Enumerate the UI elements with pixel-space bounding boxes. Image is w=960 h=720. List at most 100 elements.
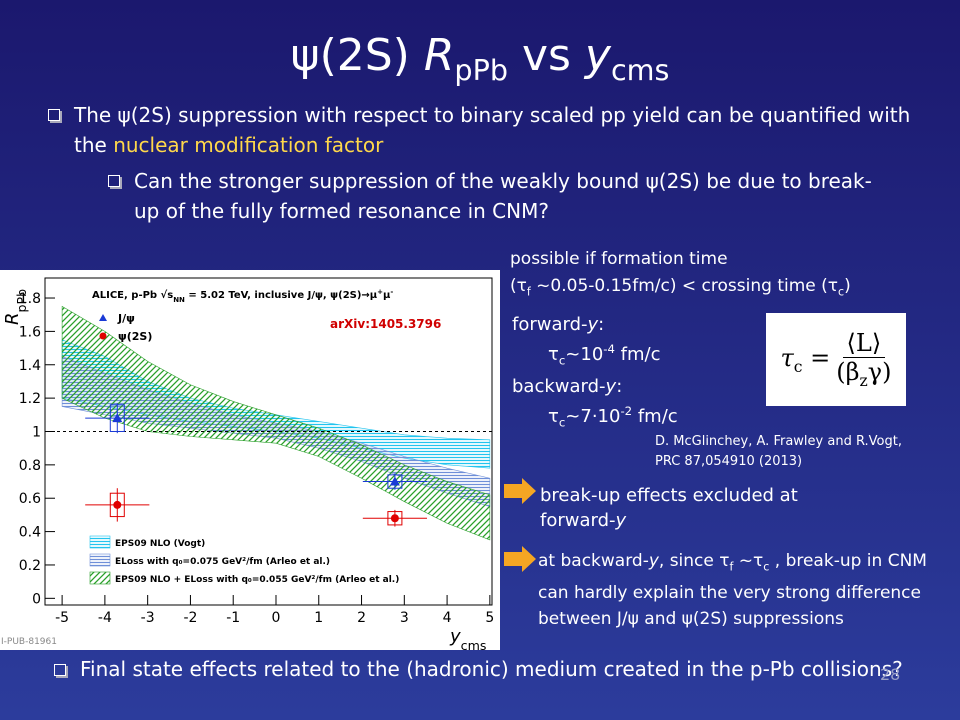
formula-lhs: τc =	[781, 344, 831, 376]
y-tick-label: 1	[32, 424, 41, 440]
page-number: 28	[880, 665, 901, 684]
time-label: backward-y:	[512, 374, 678, 399]
y-axis-label: RpPb	[2, 289, 29, 325]
legend-label: ψ(2S)	[118, 330, 152, 343]
text-run: cms	[610, 52, 670, 87]
x-tick-label: -5	[55, 610, 69, 626]
text-run: -	[390, 288, 393, 296]
marker	[390, 514, 399, 523]
text-run: The ψ(2S) suppression with respect to bi…	[74, 103, 911, 157]
text-run: ALICE, p-Pb √s	[92, 289, 173, 301]
text-run: at backward-	[538, 551, 649, 571]
text-run: NN	[173, 296, 185, 304]
text-run: y	[587, 314, 599, 335]
plot-frame	[44, 277, 493, 606]
x-axis-label: ycms	[449, 626, 486, 650]
x-tick-label: 5	[485, 610, 494, 626]
watermark: I-PUB-81961	[1, 637, 57, 647]
plot: 00.20.40.60.811.21.41.61.8-5 -4 -3 -2 -1 0 1 2 3…	[0, 270, 500, 650]
text-run: -4	[603, 342, 615, 356]
legend-marker	[99, 314, 107, 321]
text-run: c	[838, 285, 845, 299]
text-run: forward-	[512, 314, 588, 335]
legend-marker	[99, 332, 107, 340]
text-run: +	[377, 288, 383, 296]
text-run: ~τ	[733, 551, 764, 571]
marker	[113, 500, 122, 509]
text-run: pPb	[14, 289, 29, 313]
text-run: -2	[620, 403, 633, 418]
note-line: possible if formation time	[510, 246, 851, 273]
text-run: ~7·10	[565, 405, 621, 427]
text-run: break-up effects excluded at forward-	[540, 485, 798, 531]
text-run: τ	[548, 405, 559, 427]
reference: D. McGlinchey, A. Frawley and R.Vogt, PR…	[655, 432, 902, 472]
legend-label: EPS09 NLO (Vogt)	[115, 539, 205, 549]
x-tick-label: -4	[98, 610, 112, 626]
text-run: c	[763, 560, 770, 574]
text-run: fm/c	[614, 344, 661, 365]
text-run: ~10	[565, 344, 604, 365]
crossing-times: forward-y: τc~10-4 fm/c backward-y: τc~7…	[512, 312, 678, 435]
text-run: )	[844, 276, 851, 296]
text-run: vs	[507, 30, 585, 81]
text-run: fm/c	[632, 405, 678, 427]
time-value: τc~10-4 fm/c	[512, 337, 678, 374]
text-run: y	[615, 510, 627, 531]
text-run: μ	[383, 290, 391, 301]
syst-box	[387, 474, 403, 489]
legend-swatch	[89, 553, 111, 567]
text-run: ⟨L⟩	[846, 329, 882, 358]
time-value: τc~7·10-2 fm/c	[512, 399, 678, 436]
text-run: , since τ	[658, 551, 730, 571]
text-run: (τ	[510, 276, 527, 296]
text-run: c	[558, 415, 566, 430]
text-run: c	[558, 353, 566, 368]
x-tick-label: -2	[183, 610, 197, 626]
intro-bullet: The ψ(2S) suppression with respect to bi…	[46, 100, 934, 160]
numerator: ⟨L⟩	[842, 329, 886, 359]
text-run: f	[526, 285, 531, 299]
note-line: (τf ~0.05-0.15fm/c) < crossing time (τc)	[510, 273, 851, 305]
syst-box	[387, 511, 403, 526]
text-run: Can the stronger suppression of the weak…	[134, 169, 872, 223]
legend-label: J/ψ	[117, 312, 135, 325]
formula: τc = ⟨L⟩ (βzγ)	[766, 313, 906, 406]
arrows	[504, 478, 536, 572]
text-run: Final state effects related to the (hadr…	[80, 657, 903, 681]
legend-label: EPS09 NLO + ELoss with q₀=0.055 GeV²/fm …	[115, 575, 399, 585]
y-tick-label: 1.8	[19, 291, 41, 307]
fraction: ⟨L⟩ (βzγ)	[836, 329, 891, 390]
question-bullet: Can the stronger suppression of the weak…	[106, 166, 894, 226]
denominator: (βzγ)	[836, 358, 891, 390]
text-run: (β	[836, 358, 860, 387]
conclusion: at backward-y, since τf ~τc , break-up i…	[538, 548, 938, 632]
x-tick-label: -1	[226, 610, 240, 626]
arrow	[504, 546, 536, 572]
y-tick-label: 1.2	[19, 391, 41, 407]
text-run: y	[648, 551, 659, 571]
legend-swatch	[89, 571, 111, 585]
text-run: τ	[780, 343, 794, 372]
text-run: :	[598, 314, 605, 335]
text-run: z	[859, 371, 868, 390]
text-run: γ)	[867, 358, 892, 387]
time-label: forward-y:	[512, 312, 678, 337]
legend-label: ELoss with q₀=0.075 GeV²/fm (Arleo et al…	[115, 557, 330, 567]
text-run: nuclear modification factor	[113, 133, 384, 157]
text-run: :	[616, 375, 623, 397]
y-tick-label: 0	[32, 591, 41, 607]
marker	[112, 413, 123, 423]
y-tick-label: 1.4	[19, 358, 41, 374]
annotation: arXiv:1405.3796	[330, 317, 441, 331]
text-run: y	[605, 375, 617, 397]
y-tick-label: 0.4	[19, 525, 41, 541]
x-tick-label: 0	[272, 610, 281, 626]
text-run: y	[584, 30, 611, 81]
x-tick-label: 4	[443, 610, 452, 626]
x-tick-label: 3	[400, 610, 409, 626]
y-tick-label: 1.6	[19, 324, 41, 340]
reference-line: D. McGlinchey, A. Frawley and R.Vogt,	[655, 434, 902, 449]
reference-line: PRC 87,054910 (2013)	[655, 454, 803, 469]
